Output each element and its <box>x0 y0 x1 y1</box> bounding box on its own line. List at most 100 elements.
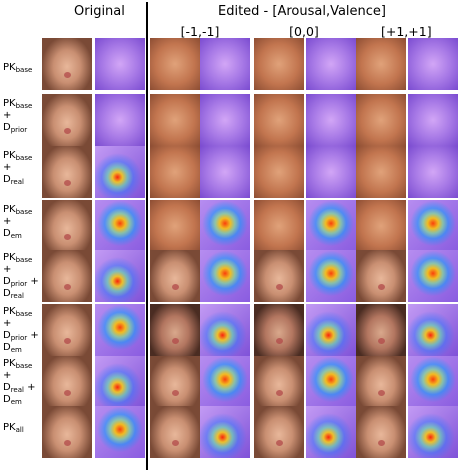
image-tile <box>254 38 304 90</box>
row-label-r2: PKbase + Dprior <box>3 98 43 134</box>
image-tile <box>150 406 200 458</box>
image-tile <box>254 250 304 302</box>
face-mouth <box>64 284 71 290</box>
face-mouth <box>378 390 385 396</box>
image-tile <box>356 304 406 356</box>
image-tile <box>306 146 356 198</box>
image-tile <box>356 200 406 252</box>
label-text: D <box>3 174 11 185</box>
label-text: + <box>3 264 12 275</box>
label-text: PK <box>3 358 16 369</box>
row-label-r3: PKbase + Dreal <box>3 150 43 186</box>
edited-header: Edited - [Arousal,Valence] <box>218 4 386 19</box>
label-text: PK <box>3 150 16 161</box>
label-text: D <box>3 382 11 393</box>
image-tile <box>42 356 92 408</box>
label-text: D <box>3 330 11 341</box>
row-label-r1: PKbase <box>3 62 43 74</box>
image-tile <box>95 356 145 408</box>
face-mouth <box>172 440 179 446</box>
face-mouth <box>172 338 179 344</box>
column-label-neg: [-1,-1] <box>180 24 220 39</box>
label-text: + <box>3 162 12 173</box>
section-divider <box>146 2 148 470</box>
image-tile <box>306 200 356 252</box>
image-tile <box>42 250 92 302</box>
image-tile <box>200 38 250 90</box>
image-tile <box>408 304 458 356</box>
image-tile <box>95 38 145 90</box>
image-tile <box>254 146 304 198</box>
image-tile <box>408 38 458 90</box>
image-tile <box>254 304 304 356</box>
face-mouth <box>64 72 71 78</box>
face-mouth <box>172 284 179 290</box>
face-mouth <box>378 440 385 446</box>
label-subscript: em <box>10 398 22 406</box>
face-mouth <box>276 440 283 446</box>
image-tile <box>408 250 458 302</box>
label-text: + <box>27 330 39 341</box>
image-tile <box>408 406 458 458</box>
label-subscript: real <box>10 292 24 300</box>
column-label-zero: [0,0] <box>289 24 319 39</box>
face-mouth <box>64 128 71 134</box>
image-tile <box>356 250 406 302</box>
label-subscript: real <box>10 178 24 186</box>
face-mouth <box>276 284 283 290</box>
image-tile <box>150 38 200 90</box>
column-label-pos: [+1,+1] <box>381 24 432 39</box>
face-mouth <box>276 390 283 396</box>
image-tile <box>200 304 250 356</box>
row-label-r7: PKbase + Dreal + Dem <box>3 358 43 406</box>
image-tile <box>200 146 250 198</box>
label-subscript: em <box>10 346 22 354</box>
label-text: PK <box>3 62 16 73</box>
label-text: D <box>3 276 11 287</box>
image-tile <box>254 94 304 146</box>
label-subscript: base <box>15 310 33 318</box>
image-tile <box>408 146 458 198</box>
image-tile <box>306 356 356 408</box>
image-tile <box>42 146 92 198</box>
label-subscript: base <box>15 154 33 162</box>
label-subscript: base <box>15 102 33 110</box>
label-text: + <box>23 382 36 393</box>
image-tile <box>356 38 406 90</box>
face-mouth <box>378 284 385 290</box>
image-tile <box>200 406 250 458</box>
image-tile <box>306 406 356 458</box>
face-mouth <box>64 234 71 240</box>
row-label-r4: PKbase + Dem <box>3 204 43 240</box>
image-tile <box>200 356 250 408</box>
label-subscript: base <box>15 66 33 74</box>
face-mouth <box>64 440 71 446</box>
face-mouth <box>64 390 71 396</box>
image-tile <box>95 406 145 458</box>
label-subscript: real <box>10 386 24 394</box>
label-subscript: prior <box>10 126 28 134</box>
image-tile <box>306 250 356 302</box>
label-text: PK <box>3 422 16 433</box>
image-tile <box>356 406 406 458</box>
image-tile <box>150 94 200 146</box>
row-label-r8: PKall <box>3 422 43 434</box>
image-tile <box>254 406 304 458</box>
image-tile <box>306 304 356 356</box>
label-text: PK <box>3 98 16 109</box>
image-tile <box>306 94 356 146</box>
image-tile <box>200 94 250 146</box>
image-tile <box>408 94 458 146</box>
label-text: D <box>3 228 11 239</box>
image-tile <box>42 406 92 458</box>
image-tile <box>200 200 250 252</box>
image-tile <box>150 356 200 408</box>
label-text: PK <box>3 306 16 317</box>
label-text: PK <box>3 252 16 263</box>
image-tile <box>150 304 200 356</box>
image-tile <box>150 146 200 198</box>
label-subscript: base <box>15 256 33 264</box>
label-subscript: prior <box>10 334 28 342</box>
row-label-r5: PKbase + Dprior + Dreal <box>3 252 43 300</box>
face-mouth <box>378 338 385 344</box>
